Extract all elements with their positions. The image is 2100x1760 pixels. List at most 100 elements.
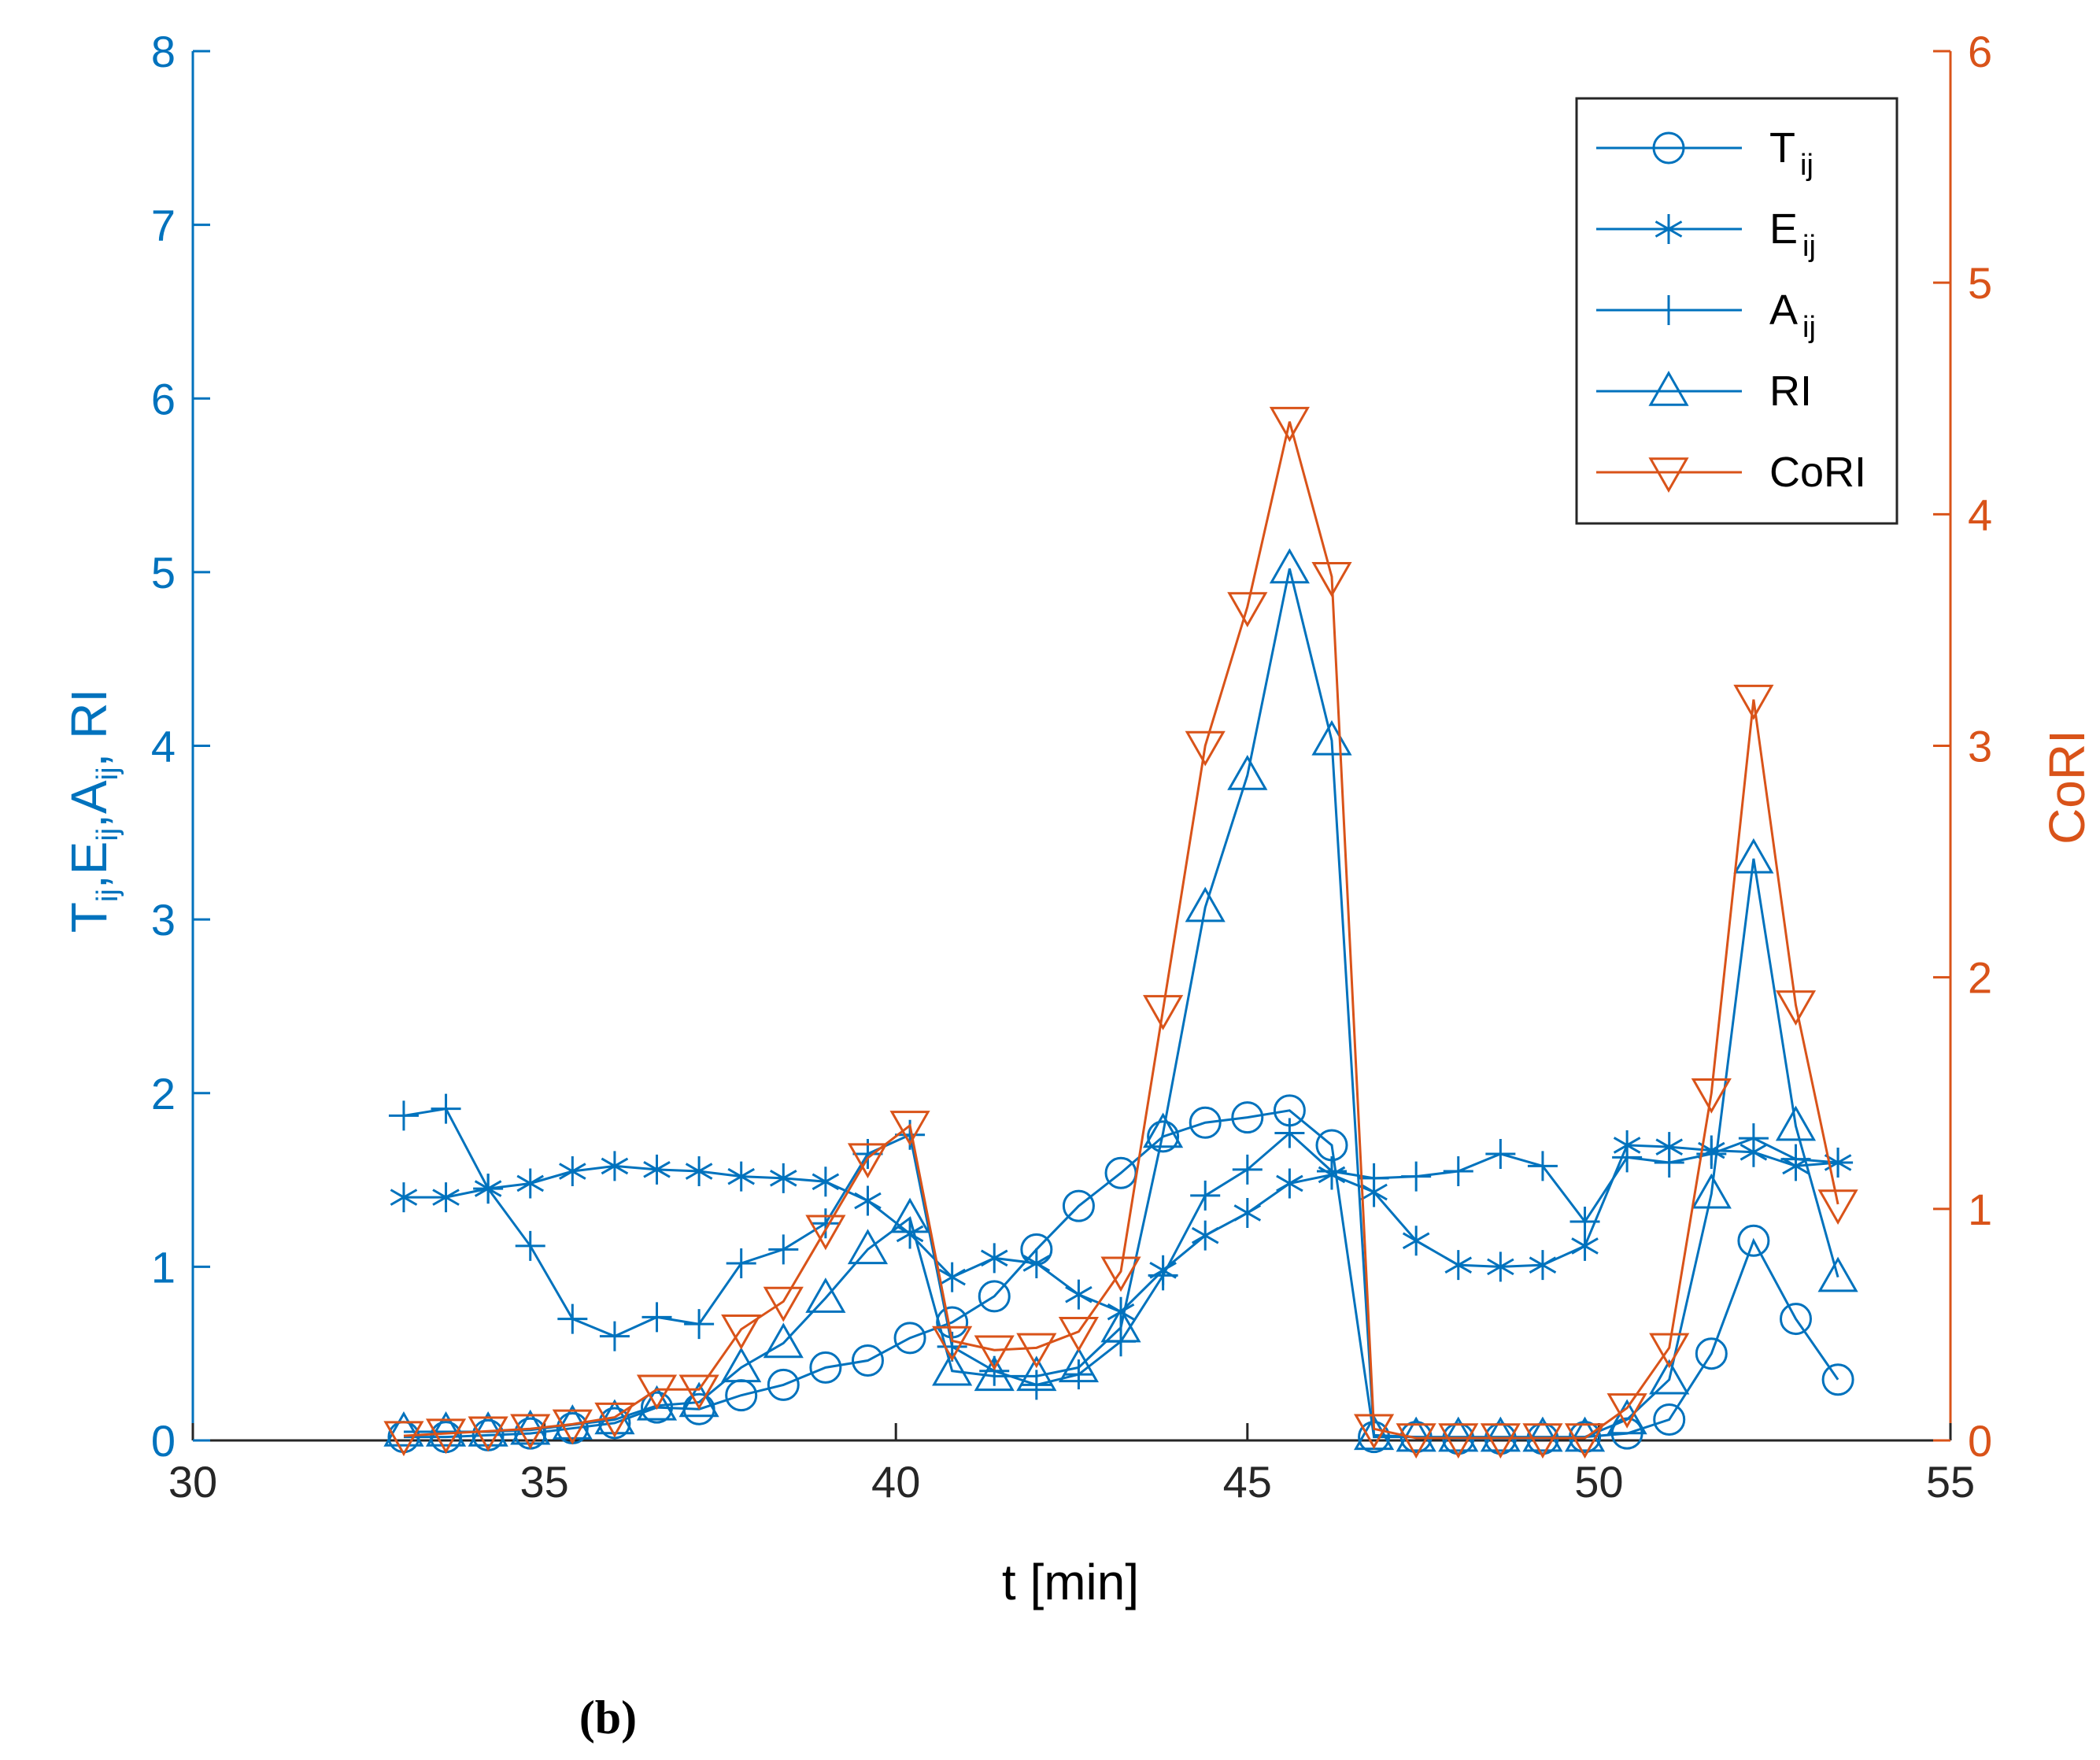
data-point-ri bbox=[1269, 548, 1310, 584]
legend-sub-a: ij bbox=[1802, 311, 1816, 344]
data-point-e bbox=[1065, 1279, 1093, 1310]
data-point-cori bbox=[1775, 990, 1817, 1026]
y-left-label-t: T bbox=[61, 902, 117, 933]
data-point-a bbox=[1569, 1207, 1600, 1237]
data-point-cori bbox=[1353, 1414, 1395, 1450]
y-right-tick-label: 0 bbox=[1968, 1416, 1992, 1466]
y-right-tick-label: 1 bbox=[1968, 1185, 1992, 1234]
data-point-ri bbox=[1143, 1112, 1184, 1148]
data-point-e bbox=[1233, 1197, 1262, 1228]
series-t bbox=[387, 1094, 1854, 1455]
data-point-cori bbox=[805, 1215, 846, 1251]
data-point-e bbox=[432, 1182, 460, 1213]
data-point-ri bbox=[1522, 1416, 1563, 1452]
data-point-a bbox=[473, 1174, 504, 1204]
data-point-a bbox=[810, 1208, 841, 1239]
data-point-t bbox=[1737, 1224, 1770, 1257]
data-point-cori bbox=[1480, 1423, 1521, 1459]
y-right-tick-label: 5 bbox=[1968, 258, 1992, 308]
legend-label-ri: RI bbox=[1769, 368, 1812, 415]
data-point-cori bbox=[1606, 1393, 1647, 1429]
data-point-a bbox=[1527, 1151, 1558, 1181]
legend-marker-a bbox=[1654, 295, 1684, 325]
data-point-cori bbox=[1185, 730, 1226, 767]
data-point-e bbox=[1487, 1252, 1514, 1282]
y-left-tick-label: 1 bbox=[151, 1242, 176, 1292]
data-point-ri bbox=[1817, 1256, 1858, 1292]
data-point-cori bbox=[1522, 1423, 1563, 1459]
data-point-a bbox=[1612, 1142, 1643, 1173]
data-point-cori bbox=[763, 1286, 804, 1322]
y-right-tick-label: 3 bbox=[1968, 722, 1992, 771]
data-point-t bbox=[1695, 1337, 1728, 1370]
data-point-cori bbox=[1691, 1078, 1732, 1114]
y-left-tick-label: 4 bbox=[151, 722, 176, 771]
y-left-label-sep3: , RI bbox=[61, 689, 117, 767]
data-point-a bbox=[515, 1230, 545, 1261]
legend-sub-t: ij bbox=[1800, 149, 1813, 182]
data-point-e bbox=[812, 1167, 840, 1197]
data-point-ri bbox=[1775, 1105, 1817, 1141]
data-point-e bbox=[980, 1243, 1008, 1274]
data-point-cori bbox=[425, 1418, 467, 1455]
data-point-cori bbox=[1817, 1189, 1858, 1225]
data-point-a bbox=[388, 1100, 419, 1131]
data-point-ri bbox=[1733, 837, 1774, 874]
data-point-t bbox=[1231, 1101, 1264, 1134]
data-point-a bbox=[768, 1234, 799, 1265]
data-point-cori bbox=[1143, 995, 1184, 1030]
data-point-e bbox=[770, 1163, 797, 1193]
data-point-a bbox=[684, 1309, 715, 1340]
data-point-t bbox=[1779, 1303, 1812, 1336]
data-point-cori bbox=[678, 1374, 719, 1411]
x-tick-label: 55 bbox=[1926, 1457, 1975, 1507]
data-point-cori bbox=[636, 1374, 678, 1411]
data-point-t bbox=[767, 1368, 800, 1401]
data-point-t bbox=[851, 1344, 884, 1377]
data-point-t bbox=[1147, 1120, 1180, 1153]
y-right-tick-label: 2 bbox=[1968, 953, 1992, 1003]
data-point-e bbox=[1022, 1248, 1051, 1278]
data-point-e bbox=[516, 1168, 545, 1199]
data-point-ri bbox=[932, 1350, 973, 1386]
data-point-a bbox=[1316, 1156, 1347, 1187]
x-tick-label: 30 bbox=[168, 1457, 217, 1507]
data-point-t bbox=[1062, 1189, 1095, 1222]
data-point-cori bbox=[889, 1111, 930, 1146]
data-point-a bbox=[1738, 1123, 1769, 1154]
data-point-a bbox=[1148, 1260, 1178, 1291]
data-point-cori bbox=[1649, 1333, 1690, 1369]
data-point-cori bbox=[1016, 1333, 1057, 1369]
data-point-ri bbox=[636, 1385, 678, 1421]
y-left-label-sep1: , bbox=[61, 874, 117, 889]
data-point-cori bbox=[1100, 1256, 1141, 1292]
data-point-a bbox=[641, 1302, 672, 1333]
data-point-t bbox=[1653, 1403, 1686, 1436]
data-point-cori bbox=[932, 1326, 973, 1362]
data-point-ri bbox=[1480, 1416, 1521, 1452]
y-left-tick-label: 0 bbox=[151, 1416, 176, 1466]
legend-marker-t bbox=[1652, 131, 1685, 165]
data-point-e bbox=[854, 1185, 882, 1216]
data-point-e bbox=[896, 1218, 924, 1249]
y-left-tick-label: 5 bbox=[151, 548, 176, 597]
data-point-e bbox=[559, 1156, 586, 1187]
data-point-e bbox=[1402, 1226, 1430, 1256]
data-point-e bbox=[1529, 1250, 1557, 1281]
data-point-ri bbox=[763, 1322, 804, 1359]
data-point-ri bbox=[1100, 1307, 1141, 1343]
data-point-a bbox=[1443, 1156, 1473, 1187]
data-point-e bbox=[643, 1154, 671, 1185]
data-point-cori bbox=[383, 1421, 424, 1457]
data-point-ri bbox=[1227, 754, 1268, 790]
data-point-a bbox=[599, 1321, 630, 1351]
data-point-a bbox=[1021, 1370, 1052, 1400]
data-point-a bbox=[979, 1355, 1010, 1386]
data-point-ri bbox=[1058, 1347, 1100, 1383]
data-point-cori bbox=[1058, 1316, 1100, 1352]
data-point-a bbox=[431, 1093, 461, 1124]
data-point-e bbox=[727, 1161, 755, 1192]
y-left-tick-label: 8 bbox=[151, 27, 176, 76]
data-point-ri bbox=[1016, 1355, 1057, 1392]
